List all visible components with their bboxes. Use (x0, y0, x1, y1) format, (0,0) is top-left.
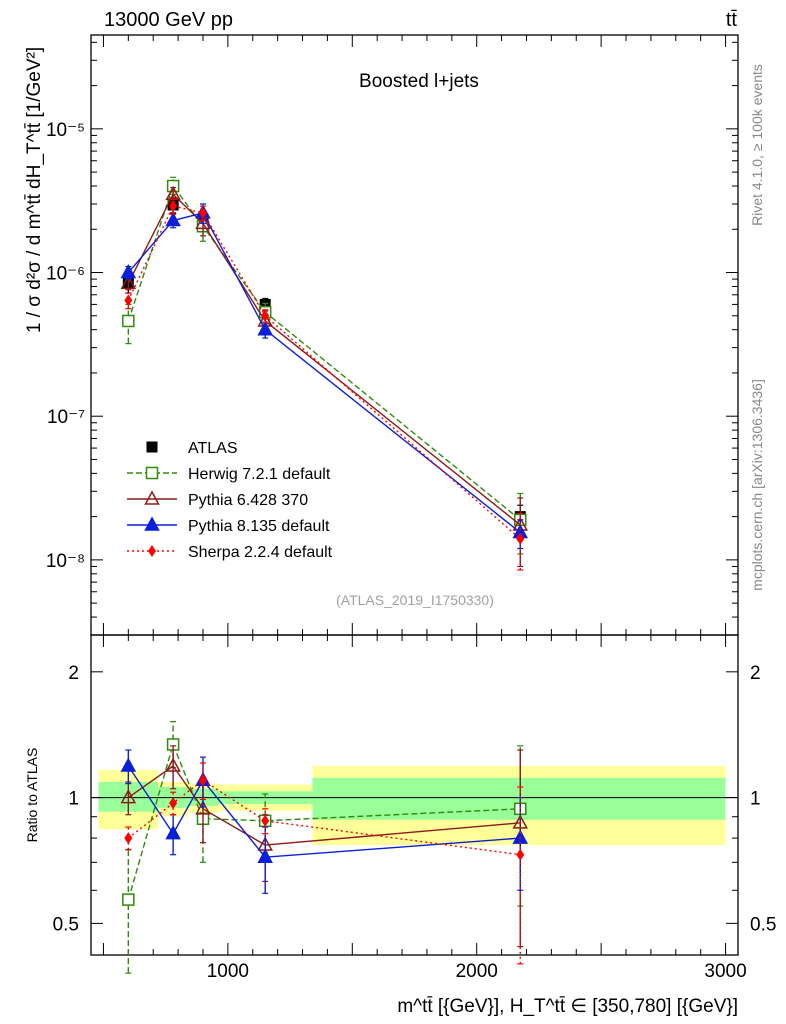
ratio-point (257, 848, 273, 863)
ratio-y-tick-label: 0.5 (53, 914, 79, 935)
main-series-pythia-3 (120, 203, 529, 550)
main-point (198, 206, 207, 219)
legend-label: Pythia 8.135 default (188, 518, 330, 535)
rivet-label: Rivet 4.1.0, ≥ 100k events (749, 64, 765, 226)
energy-label: 13000 GeV pp (104, 9, 233, 31)
ratio-y-tick-label: 2 (68, 663, 79, 684)
mcplots-label: mcplots.cern.ch [arXiv:1306.3436] (749, 379, 765, 591)
main-line (127, 212, 521, 534)
legend-marker (146, 441, 158, 453)
ratio-frame (90, 634, 739, 956)
x-tick-label: 1000 (207, 961, 249, 982)
legend-marker (145, 466, 159, 480)
ratio-line (127, 742, 521, 900)
main-line (127, 205, 521, 540)
ratio-point (122, 893, 135, 906)
legend-entry: Pythia 8.135 default (127, 516, 330, 535)
main-point (165, 211, 181, 227)
main-series-sherpa-4 (124, 198, 525, 571)
ratio-point (165, 825, 181, 840)
ratio-point (198, 774, 207, 787)
ratio-point (120, 789, 137, 804)
main-point (122, 314, 135, 328)
main-point (124, 294, 133, 307)
legend-label: ATLAS (188, 440, 238, 457)
ratio-series (120, 721, 529, 974)
main-point (169, 200, 178, 213)
ratio-y-tick-label-right: 0.5 (750, 914, 776, 935)
x-tick-label: 3000 (704, 961, 746, 982)
x-tick-label: 2000 (456, 961, 498, 982)
ratio-y-tick-label: 1 (68, 789, 79, 810)
main-point (257, 321, 273, 336)
main-point (195, 214, 211, 230)
ratio-point (120, 757, 137, 772)
ratio-point (195, 800, 211, 815)
legend-entry: ATLAS (146, 440, 238, 457)
legend-label: Sherpa 2.2.4 default (188, 544, 333, 561)
main-y-tick-label: 10⁻⁵ (46, 120, 85, 141)
legend-marker (148, 545, 156, 557)
main-point (120, 274, 137, 290)
legend-label: Pythia 6.428 370 (188, 492, 308, 509)
x-axis-title: m^tt̄ [{GeV}], H_T^tt̄ ∈ [350,780] [{GeV… (397, 996, 738, 1017)
process-label: tt̄ (726, 9, 738, 31)
main-y-tick-label: 10⁻⁷ (47, 407, 85, 428)
main-y-tick-label: 10⁻⁶ (46, 264, 85, 285)
legend-entry: Herwig 7.2.1 default (127, 466, 331, 483)
legend-label: Herwig 7.2.1 default (188, 466, 331, 483)
ratio-y-tick-label-right: 1 (750, 789, 761, 810)
legend-marker (144, 490, 160, 505)
chart-title: Boosted l+jets (359, 71, 479, 92)
ratio-point (169, 797, 178, 810)
ratio-point (516, 848, 525, 861)
plot-frames (90, 34, 739, 956)
main-series (120, 176, 529, 571)
ratio-point (261, 814, 270, 827)
ratio-y-tick-label-right: 2 (750, 663, 761, 684)
main-point (516, 532, 525, 545)
main-series-herwig-1 (122, 176, 527, 555)
ratio-series-sherpa-3 (124, 762, 525, 965)
ratio-y-axis-title: Ratio to ATLAS (24, 748, 40, 843)
ratio-point (165, 757, 181, 772)
ratio-point (124, 832, 133, 845)
main-y-tick-label: 10⁻⁸ (46, 551, 85, 572)
legend-entry: Sherpa 2.2.4 default (127, 544, 333, 561)
main-point (261, 309, 270, 322)
analysis-watermark: (ATLAS_2019_I1750330) (336, 592, 494, 608)
legend: ATLAS Herwig 7.2.1 default Pythia 6.428 37… (127, 440, 333, 561)
legend-marker (144, 516, 160, 531)
legend-entry: Pythia 6.428 370 (127, 490, 308, 509)
main-y-axis-title: 1 / σ d²σ / d m^tt̄ dH_T^tt̄ [1/GeV²] (24, 47, 45, 333)
main-point (120, 263, 137, 279)
axis-ticks: 10⁻⁸ 10⁻⁷ 10⁻⁶ 10⁻⁵ 0.5 0.5 1 1 2 2 1000 2000 3000 (46, 35, 776, 982)
